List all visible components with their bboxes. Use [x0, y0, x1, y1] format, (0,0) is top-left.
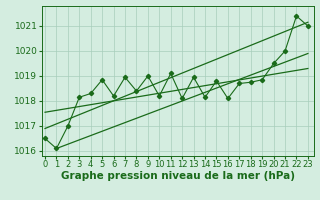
X-axis label: Graphe pression niveau de la mer (hPa): Graphe pression niveau de la mer (hPa) — [60, 171, 295, 181]
